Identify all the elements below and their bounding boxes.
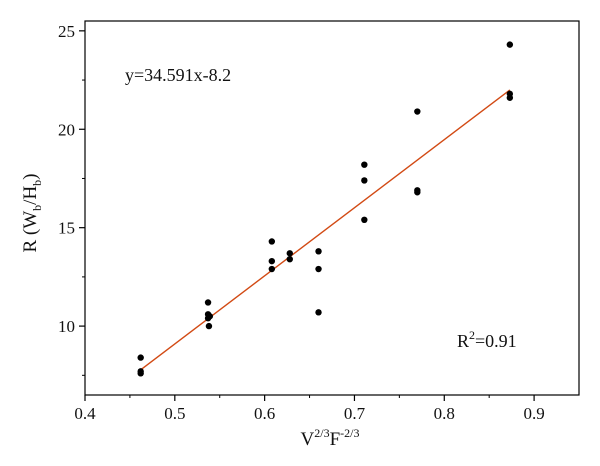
data-point xyxy=(361,161,368,168)
r-squared-label: R2=0.91 xyxy=(457,328,517,351)
y-tick-label: 25 xyxy=(58,22,75,41)
data-points xyxy=(137,41,514,377)
equation-label: y=34.591x-8.2 xyxy=(125,65,231,85)
data-point xyxy=(506,41,514,48)
data-point xyxy=(137,354,144,361)
data-point xyxy=(268,257,276,265)
x-tick-label: 0.7 xyxy=(344,404,366,423)
fit-line-group xyxy=(140,89,511,371)
data-point xyxy=(361,216,368,224)
axes: 0.4 0.5 0.6 0.7 0.8 0.9 10 15 20 25 xyxy=(58,20,580,423)
x-tick-label: 0.6 xyxy=(254,404,275,423)
data-point xyxy=(315,265,322,273)
x-tick-label: 0.9 xyxy=(523,404,544,423)
plot-frame xyxy=(84,20,580,396)
fit-line xyxy=(140,89,511,371)
x-axis-title: V2/3F-2/3 xyxy=(301,426,360,450)
y-axis-title: R (Wb/Hb) xyxy=(20,173,44,252)
data-point xyxy=(268,238,276,245)
y-tick-label: 20 xyxy=(58,120,75,139)
data-point xyxy=(414,189,421,196)
data-point xyxy=(286,250,293,257)
x-tick-label: 0.4 xyxy=(74,404,96,423)
y-tick-label: 10 xyxy=(58,317,75,336)
x-tick-label: 0.5 xyxy=(164,404,185,423)
data-point xyxy=(286,255,293,263)
data-point xyxy=(204,299,212,306)
data-point xyxy=(268,265,276,273)
data-point xyxy=(315,309,322,316)
data-point xyxy=(205,322,213,330)
data-point xyxy=(361,177,368,184)
x-tick-label: 0.8 xyxy=(434,404,455,423)
data-point xyxy=(414,108,421,115)
y-tick-label: 15 xyxy=(58,219,75,238)
data-point xyxy=(204,315,212,322)
data-point xyxy=(315,248,322,255)
data-point xyxy=(137,370,144,377)
data-point xyxy=(506,94,514,101)
